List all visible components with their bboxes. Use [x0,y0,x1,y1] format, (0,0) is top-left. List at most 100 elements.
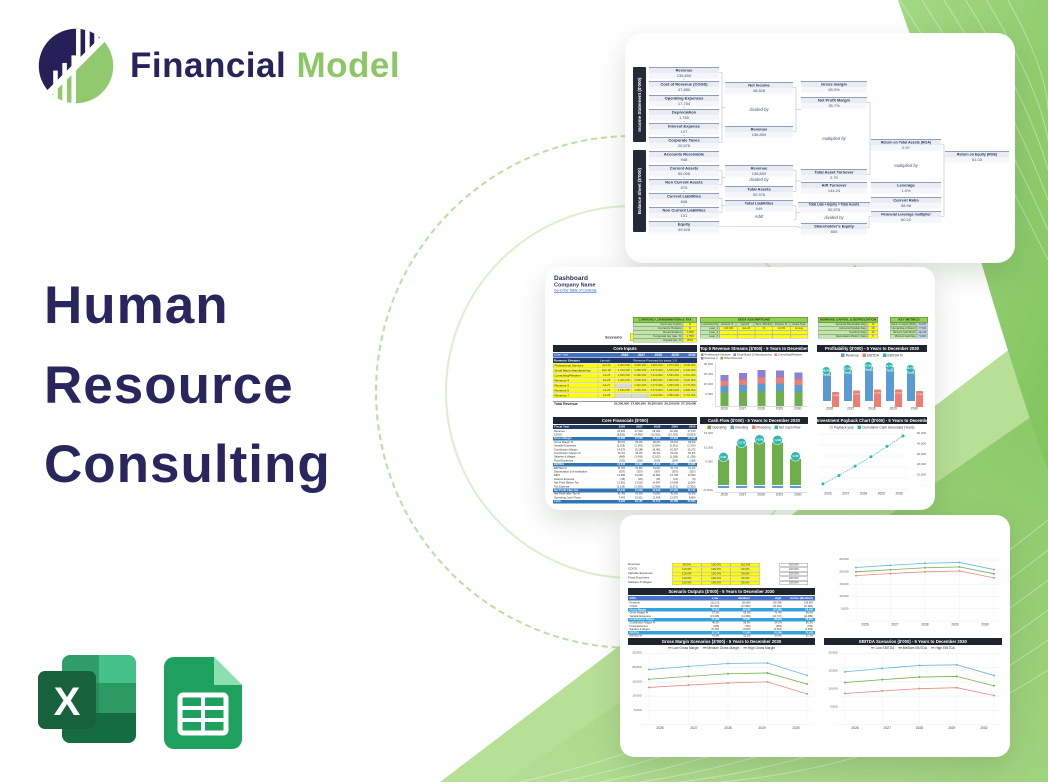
table-row: Minimum Cash Month Jan-26 [890,330,928,335]
currency-table: CURRENCY, DENOMINATION & TAX Currency Inp… [633,317,697,343]
ar-turnover-box: A/R Turnover 144.24 [801,182,867,194]
year-cell: 2030 [679,425,698,429]
row-label: Return on Equity (ROE) [890,322,917,327]
row-label: Tax Expense [554,485,570,489]
legend-chip [930,647,935,649]
pct-cell: 110.0% [730,563,761,567]
x-tick: 2029 [775,493,784,497]
page-title: Human Resource Consulting [44,266,331,505]
stream-name: Revenue 7 [553,393,598,398]
flow-box-label: Total Liabilities [725,200,793,206]
row-label: Loan_3 [700,334,720,339]
x-tick: 2026 [851,726,859,731]
stream-value: 5,370,000 [647,388,665,393]
table-row: Currency Outputs $ [633,326,697,331]
row-label: EBITDA [554,463,565,467]
pct-cell: 100.0% [701,567,731,572]
spacer [760,563,780,567]
line-plot [643,652,815,727]
row-value: 20% [683,338,697,343]
financials-row: Operating Cash Flows 7,402 10,611 12,608 12,… [553,496,697,500]
row-value: (684) [775,624,782,628]
spacer [760,572,780,576]
net-profit-margin-box: Net Profit Margin 35.7% [801,97,867,109]
legend-chip [841,353,845,357]
dupont-flowchart: Income Statement ($'000) Balance Sheet ($… [625,33,1015,263]
table-row: Corporate tax rate, % 1,750 [633,334,697,339]
y-tick: 15,000 [703,383,713,386]
row-value: 51.8% [617,466,626,470]
chart-title: EBITDA Scenarios ($'000) - 5 Years to De… [824,638,1002,645]
cell [772,334,791,339]
row-value: 57.2% [712,611,720,615]
sensitivity-row: Fixed Expenses 110.0% 100.0% 90.0% 100.0% [628,576,808,581]
row-value: 51.1% [688,466,696,470]
stream-launch: Jul-26 [598,373,615,378]
row-value: (164) [671,459,678,463]
flow-box-value: 848 [649,199,719,205]
row-label: Accounts Payable Days [818,326,868,331]
y-tick: 15,000 [828,669,838,673]
row-label: Contribution Margin [554,448,578,452]
flow-box-label: Net Income [725,82,793,88]
row-value: 14,698 [669,481,678,485]
row-value: 29,300 [652,429,661,433]
y-tick: 10,000 [703,446,713,450]
pct-cell: 100.0% [701,563,731,567]
outputs-head: KPIs Low Medium High Active (Medium) [628,596,815,601]
svg-text:X: X [54,680,81,724]
stream-value: 2,400,000 [647,393,665,398]
row-label: Net Profit After Tax [554,488,579,492]
row-label: Gross Margin % [629,611,649,615]
financials-row: Salaries & Wages (980) (1,040) (1,102) (1,16… [553,455,697,459]
flow-box-label: Shareholder's Equity [801,223,867,229]
bar-segment [739,372,748,380]
row-label: Revenue [554,429,565,433]
minus-sign: - [683,217,685,222]
revenue-box: Revenue 136,800 [725,165,793,177]
row-value: 31,713 [652,500,661,504]
bar-segment [775,383,784,392]
table-row: Loan_3 [700,334,808,339]
x-tick: 2027 [883,726,891,731]
cash-flow-legend: Operating Investing Financing Net Cash Flow [701,425,807,430]
financials-row: Cash 8,494 19,105 31,713 43,788 52,694 [553,499,697,504]
row-value: 13,992 [634,463,643,467]
x-tick: 2028 [921,623,929,627]
y-tick: 25,000 [703,373,713,376]
financials-row: Interest Expense (25) (20) (15) (10) (5) [553,477,697,482]
cell: 140,000 [719,326,738,331]
financial-leverage-box: Financial Leverage multiplier 60.22 [871,211,941,223]
compatibility-badges: X [38,653,242,749]
stream-value [615,383,632,388]
row-label: Currency Outputs [633,326,683,331]
spacer [597,353,613,358]
row-value: 29,150 [669,429,678,433]
legend-item: Professional Services [701,353,730,357]
row-value: 28 [868,326,878,331]
row-value: 65.0% [688,440,696,444]
row-value: (760) [807,624,813,628]
page-title-line-2: Resource [44,355,294,415]
stream-launch: Jul-26 [598,378,615,383]
row-value: $ [683,322,697,327]
x-tick: 2026 [720,407,728,411]
table-row: Loan_2 [700,330,808,335]
stream-value: 5,180,000 [631,373,648,378]
legend-chip [743,647,747,649]
row-value: 88,920 [805,608,813,612]
ebitda-bar-label: 15,200 [874,391,881,394]
bar-segment [757,370,766,378]
col-head: Launch [736,322,754,327]
financials-row: Revenue 25,200 27,000 29,300 29,150 27,150 [553,429,697,434]
y-tick: - [847,619,849,623]
pct-cell: 100.0% [701,576,731,581]
legend-chip [668,647,672,649]
pct-cell: 100.0% [701,581,731,585]
x-tick: 2026 [861,623,869,627]
flow-box: Cost of Revenue (COGS) 47,880 [649,81,719,93]
row-value: 56.3% [635,451,643,455]
pct-cell: 90.0% [730,572,761,576]
bar-segment [757,377,766,384]
legend-item: Medium Gross Margin [702,647,739,650]
